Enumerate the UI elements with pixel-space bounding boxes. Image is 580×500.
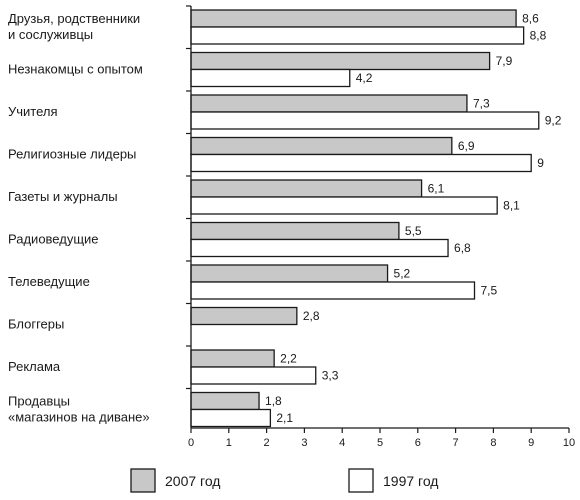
- x-tick-label: 4: [339, 437, 345, 449]
- bar-value-label: 2,2: [280, 352, 297, 366]
- category-label-line: Друзья, родственники: [8, 11, 140, 26]
- x-tick-label: 3: [301, 437, 307, 449]
- category-label-line: Блоггеры: [8, 317, 64, 332]
- category-label-line: Радиоведущие: [8, 232, 99, 247]
- bar-value-label: 4,2: [356, 71, 373, 85]
- category-label-line: Газеты и журналы: [8, 189, 118, 204]
- x-tick-label: 9: [528, 437, 534, 449]
- bar-2007: [190, 306, 298, 326]
- bar-value-label: 5,2: [394, 267, 411, 281]
- category-label: Блоггеры: [8, 317, 64, 332]
- x-tick-label: 1: [226, 437, 232, 449]
- bar-value-label: 2,1: [276, 411, 293, 425]
- bar-2007: [190, 179, 423, 198]
- bar-value-label: 1,8: [265, 394, 282, 408]
- x-tick-label: 10: [563, 437, 575, 449]
- category-label: Религиозные лидеры: [8, 147, 136, 162]
- bar-2007: [190, 349, 275, 368]
- category-label: Газеты и журналы: [8, 189, 118, 204]
- bar-value-label: 9: [537, 156, 544, 170]
- bar-2007: [190, 136, 453, 156]
- bar-value-label: 3,3: [322, 369, 339, 383]
- category-label: Учителя: [8, 104, 58, 119]
- category-label: Радиоведущие: [8, 232, 99, 247]
- x-tick-label: 7: [453, 437, 459, 449]
- legend-swatch-2007: [130, 468, 156, 493]
- bar-value-label: 6,9: [458, 139, 475, 153]
- bar-1997: [190, 68, 351, 88]
- x-tick-label: 5: [377, 437, 383, 449]
- bar-1997: [190, 26, 525, 45]
- bar-2007: [190, 94, 468, 113]
- x-tick-label: 8: [490, 437, 496, 449]
- category-label-line: и сослуживцы: [8, 27, 93, 42]
- x-tick-label: 2: [264, 437, 270, 449]
- x-tick-label: 0: [188, 437, 194, 449]
- bar-value-label: 7,9: [496, 54, 513, 68]
- bar-value-label: 6,8: [454, 241, 471, 255]
- x-tick-label: 6: [415, 437, 421, 449]
- bar-2007: [190, 9, 517, 28]
- category-label: Продавцы «магазинов на диване»: [8, 394, 150, 425]
- bar-value-label: 8,6: [522, 12, 539, 26]
- category-label-line: Продавцы: [8, 394, 70, 409]
- bar-1997: [190, 408, 272, 428]
- legend-swatch-1997: [348, 468, 374, 493]
- bar-value-label: 8,8: [530, 29, 547, 43]
- bar-value-label: 9,2: [545, 114, 562, 128]
- bar-1997: [190, 281, 476, 300]
- category-label: Незнакомцы с опытом: [8, 62, 143, 77]
- category-label-line: Религиозные лидеры: [8, 147, 136, 162]
- bar-1997: [190, 238, 449, 258]
- category-label-line: Телеведущие: [8, 274, 90, 289]
- bar-2007: [190, 264, 389, 283]
- bar-1997: [190, 153, 532, 173]
- bar-2007: [190, 221, 400, 241]
- bar-value-label: 8,1: [503, 199, 520, 213]
- bar-value-label: 5,5: [405, 224, 422, 238]
- category-label-line: Незнакомцы с опытом: [8, 62, 143, 77]
- category-label: Реклама: [8, 359, 61, 374]
- category-label: Друзья, родственники и сослуживцы: [8, 11, 140, 42]
- bar-value-label: 2,8: [303, 309, 320, 323]
- bar-2007: [190, 51, 491, 71]
- bar-1997: [190, 366, 317, 385]
- bar-value-label: 7,5: [481, 284, 498, 298]
- category-label-line: «магазинов на диване»: [8, 410, 150, 425]
- category-label-line: Учителя: [8, 104, 58, 119]
- bar-2007: [190, 391, 260, 411]
- bar-1997: [190, 196, 498, 215]
- category-label: Телеведущие: [8, 274, 90, 289]
- category-label-line: Реклама: [8, 359, 61, 374]
- bar-1997: [190, 111, 540, 130]
- bar-value-label: 6,1: [428, 182, 445, 196]
- legend-label: 1997 год: [383, 473, 438, 489]
- legend-label: 2007 год: [165, 473, 220, 489]
- bar-value-label: 7,3: [473, 97, 490, 111]
